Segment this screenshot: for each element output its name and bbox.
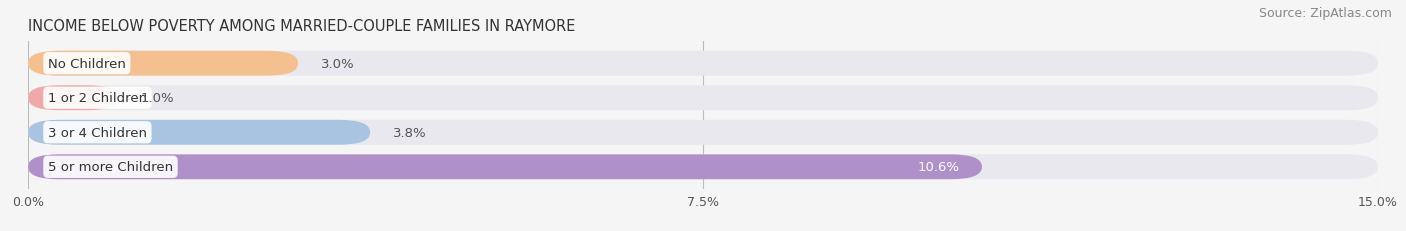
Text: 10.6%: 10.6% <box>918 161 959 173</box>
FancyBboxPatch shape <box>28 120 1378 145</box>
FancyBboxPatch shape <box>28 155 981 179</box>
FancyBboxPatch shape <box>28 120 370 145</box>
Text: 1.0%: 1.0% <box>141 92 174 105</box>
FancyBboxPatch shape <box>28 155 1378 179</box>
Text: No Children: No Children <box>48 58 125 70</box>
FancyBboxPatch shape <box>28 86 1378 111</box>
Text: 1 or 2 Children: 1 or 2 Children <box>48 92 148 105</box>
FancyBboxPatch shape <box>28 86 118 111</box>
Text: INCOME BELOW POVERTY AMONG MARRIED-COUPLE FAMILIES IN RAYMORE: INCOME BELOW POVERTY AMONG MARRIED-COUPL… <box>28 18 575 33</box>
Text: 3.0%: 3.0% <box>321 58 354 70</box>
Text: 3.8%: 3.8% <box>392 126 426 139</box>
FancyBboxPatch shape <box>28 52 298 76</box>
Text: Source: ZipAtlas.com: Source: ZipAtlas.com <box>1258 7 1392 20</box>
FancyBboxPatch shape <box>28 52 1378 76</box>
Text: 5 or more Children: 5 or more Children <box>48 161 173 173</box>
Text: 3 or 4 Children: 3 or 4 Children <box>48 126 146 139</box>
